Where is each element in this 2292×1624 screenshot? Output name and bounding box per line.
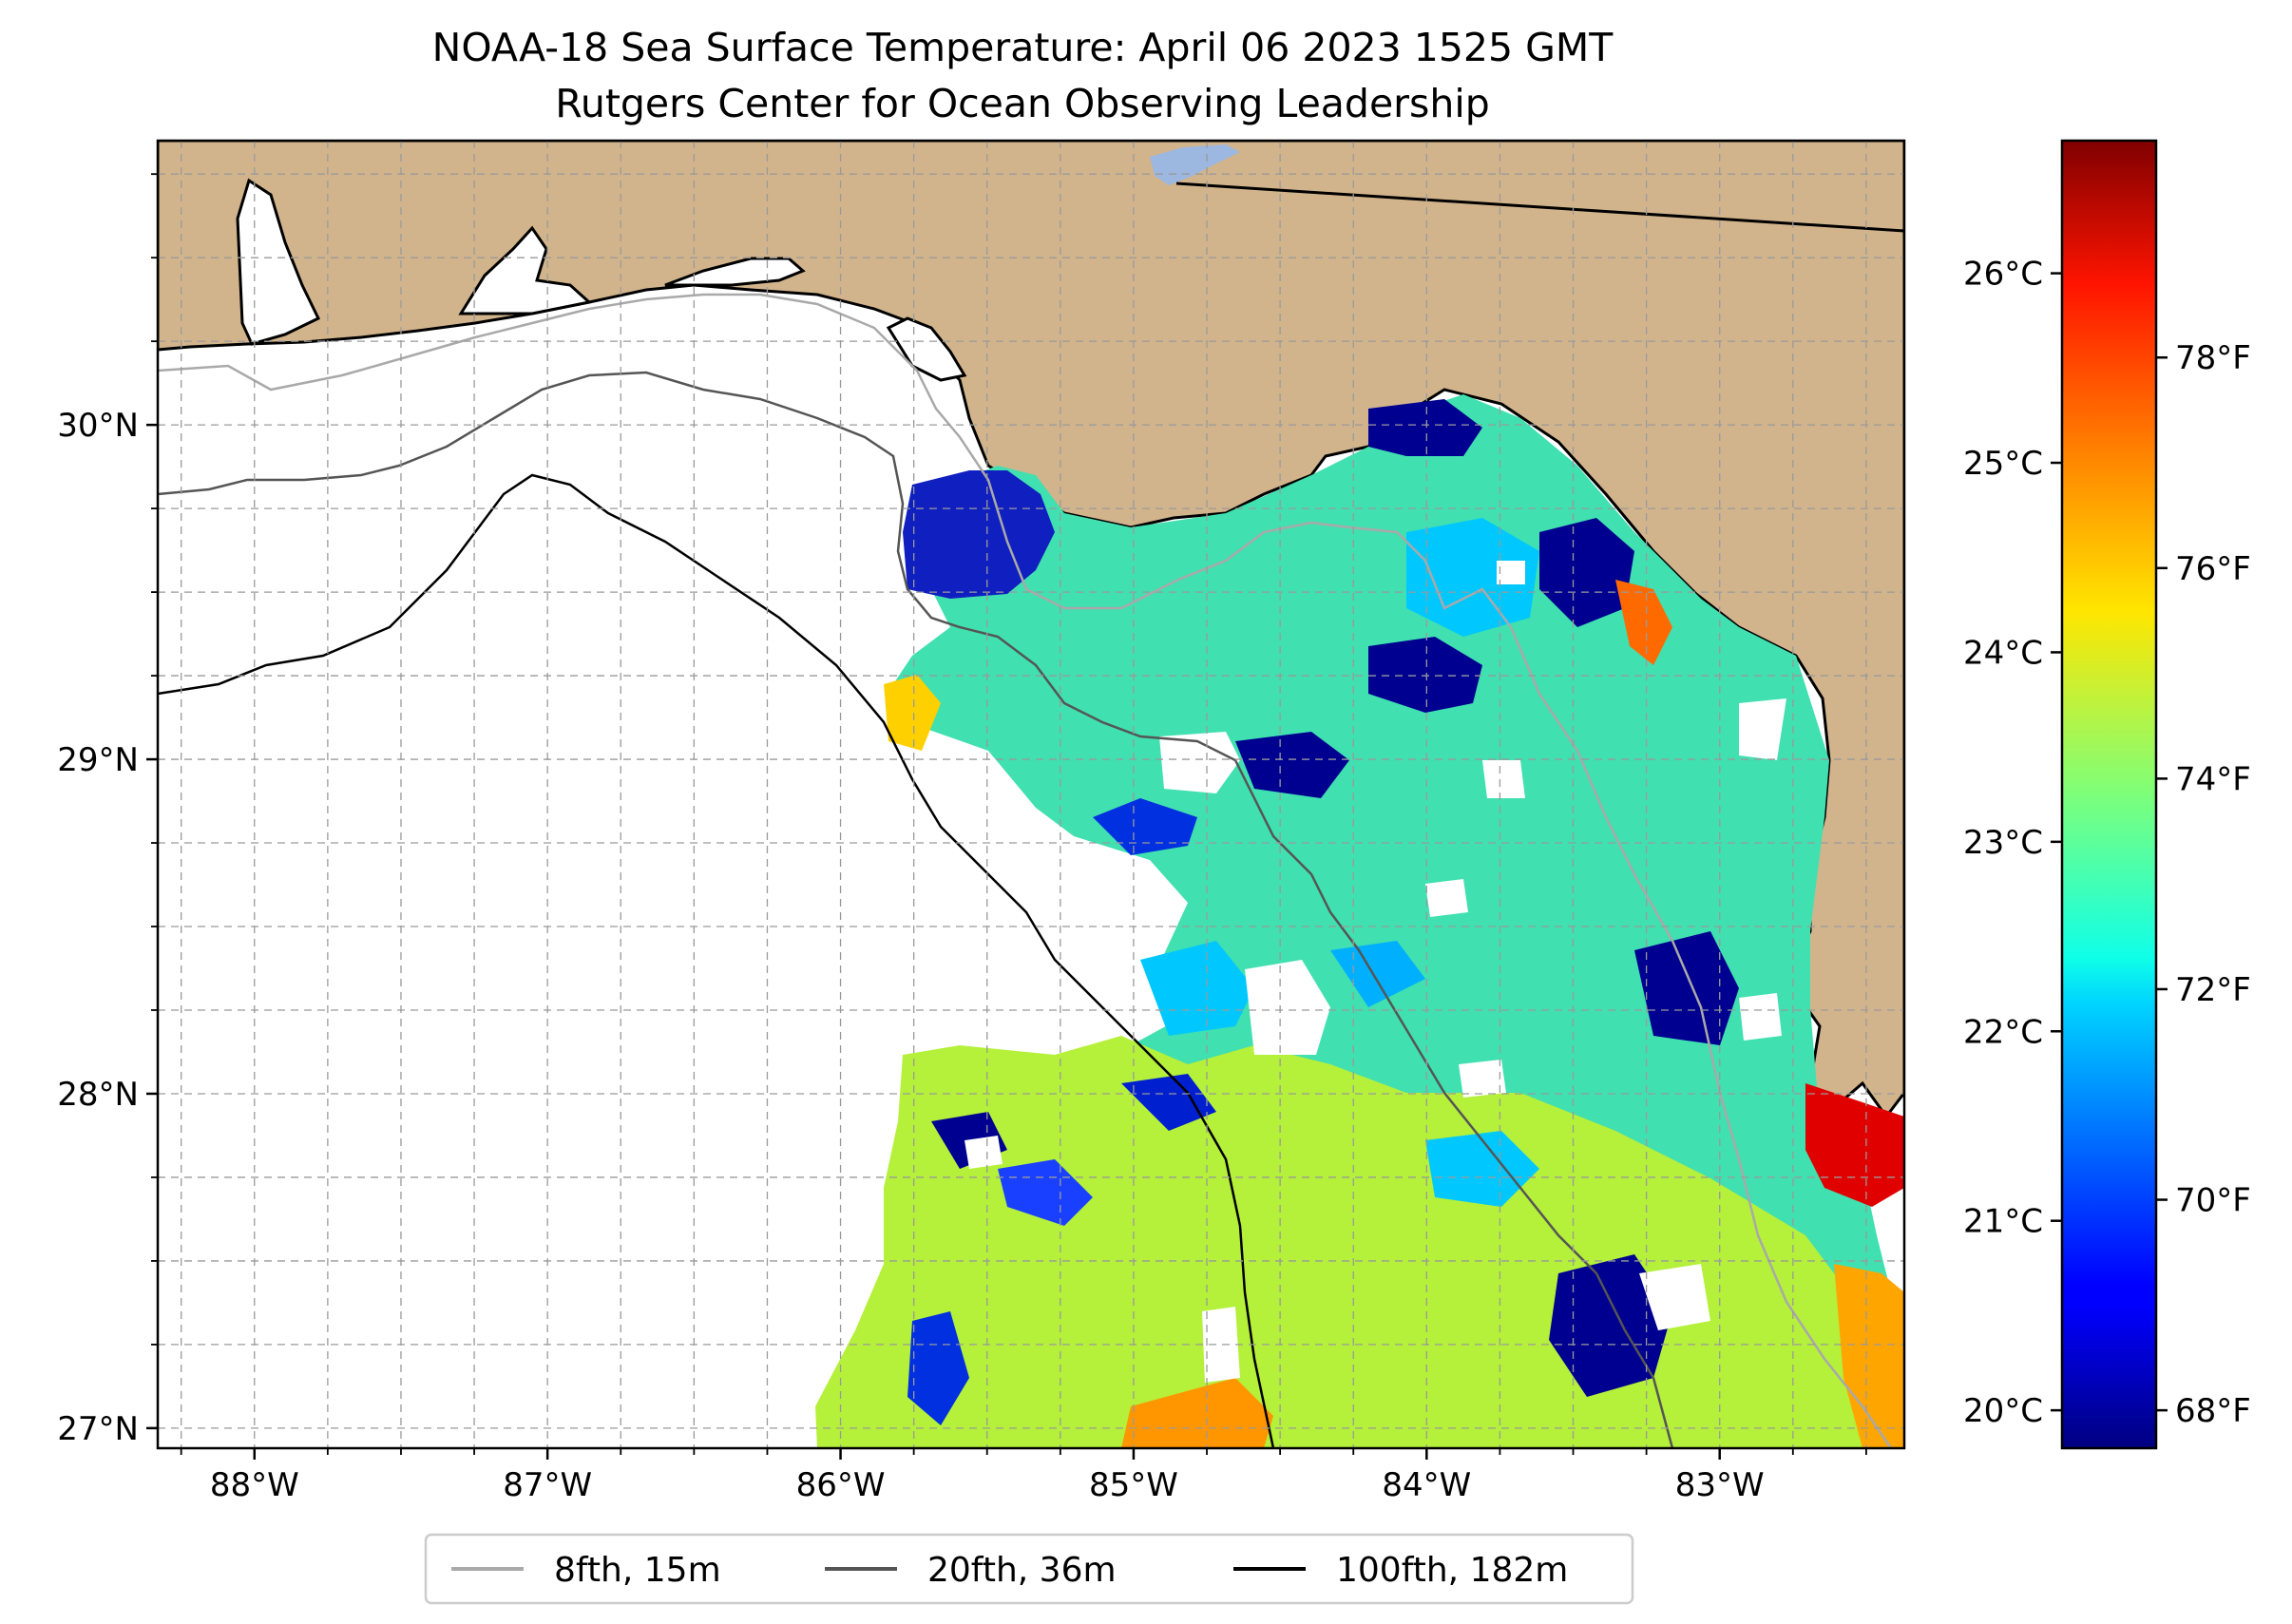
mobile-bay [236,178,321,346]
lake-feature [1150,144,1240,185]
sst-warm-southeast [1834,1264,1904,1448]
celsius-tick-label: 25°C [1963,445,2043,483]
lon-tick-label: 83°W [1675,1466,1765,1504]
sst-warm-east-1 [1615,580,1672,665]
fahrenheit-tick-label: 78°F [2175,339,2251,377]
sst-mid-1 [1406,518,1539,637]
fahrenheit-tick-label: 68°F [2175,1392,2251,1430]
state-border [1175,182,1904,233]
lon-tick-label: 84°W [1382,1466,1471,1504]
sst-cold-1 [1368,399,1482,456]
sst-cool-streak-2 [1330,941,1425,1007]
sst-cold-2 [1368,637,1482,713]
title-line1: NOAA-18 Sea Surface Temperature: April 0… [432,25,1614,70]
legend-label: 8fth, 15m [554,1551,721,1590]
no-data-hole-3 [1245,960,1330,1055]
no-data-hole-9 [1739,993,1782,1041]
celsius-tick-label: 21°C [1963,1203,2043,1241]
gridlines [158,141,1904,1448]
contour-20fth [158,371,1674,1448]
lon-tick-label: 88°W [210,1466,299,1504]
colorbar-gradient [2062,141,2156,1448]
fahrenheit-tick-label: 74°F [2175,760,2251,798]
lon-tick-label: 85°W [1089,1466,1178,1504]
celsius-tick-label: 20°C [1963,1392,2043,1430]
latitude-axis: 27°N 28°N 29°N 30°N [57,173,158,1448]
title-line2: Rutgers Center for Ocean Observing Leade… [555,81,1490,126]
sst-warm-east-2 [1805,1083,1904,1207]
no-data-hole-10 [1202,1307,1240,1383]
longitude-axis: 88°W 87°W 86°W 85°W 84°W 83°W [180,1448,1867,1504]
colorbar-frame [2060,139,2158,1450]
sst-cold-10 [907,1311,969,1425]
lat-tick-label: 29°N [57,741,139,779]
celsius-tick-label: 24°C [1963,634,2043,672]
sst-cool-streak-1 [998,1159,1093,1226]
fahrenheit-tick-label: 76°F [2175,550,2251,588]
no-data-hole-6 [1497,561,1525,584]
colorbar-fahrenheit-axis: 68°F 70°F 72°F 74°F 76°F 78°F [2156,339,2251,1430]
sst-cold-6 [1634,931,1739,1045]
sst-warm-west [884,675,941,751]
no-data-hole-5 [1459,1060,1506,1098]
celsius-tick-label: 22°C [1963,1013,2043,1051]
lat-tick-label: 27°N [57,1410,139,1448]
sst-mid-3 [1425,1131,1539,1207]
no-data-hole-1 [1159,732,1240,793]
legend-label: 20fth, 36m [927,1551,1117,1590]
lat-tick-label: 30°N [57,407,139,445]
legend-label: 100fth, 182m [1336,1551,1568,1590]
colorbar-celsius-axis: 20°C 21°C 22°C 23°C 24°C 25°C 26°C [1963,256,2062,1430]
no-data-hole-2 [1482,760,1525,798]
lon-tick-label: 87°W [503,1466,592,1504]
sst-warm-south [1121,1378,1273,1448]
no-data-hole-8 [1639,1264,1710,1330]
map-panel [158,141,1904,1448]
lat-tick-label: 28°N [57,1076,139,1114]
no-data-hole-4 [1425,879,1468,917]
sst-cold-5 [1093,798,1197,855]
sst-cold-3 [1235,732,1349,798]
legend: 8fth, 15m 20fth, 36m 100fth, 182m [424,1533,1634,1605]
fahrenheit-tick-label: 70°F [2175,1182,2251,1220]
legend-box [424,1533,1634,1605]
sst-cold-8 [1121,1074,1216,1131]
fahrenheit-tick-label: 72°F [2175,971,2251,1009]
no-data-hole-7 [965,1136,1003,1169]
celsius-tick-label: 26°C [1963,256,2043,294]
pensacola-bay [458,225,593,315]
sst-mid-2 [1140,941,1254,1036]
map-frame [156,139,1906,1450]
choctawhatchee-bay [664,257,806,287]
sst-data-layer [815,394,1904,1448]
contour-100fth [158,473,1275,1448]
sst-cold-4 [1539,518,1634,627]
no-data-hole-11 [1739,698,1786,760]
st-andrew-bay [886,316,967,382]
lon-tick-label: 86°W [796,1466,886,1504]
sst-cold-9 [1549,1254,1672,1397]
celsius-tick-label: 23°C [1963,824,2043,862]
no-data-holes [965,561,1786,1383]
contour-8fth [158,293,1893,1448]
